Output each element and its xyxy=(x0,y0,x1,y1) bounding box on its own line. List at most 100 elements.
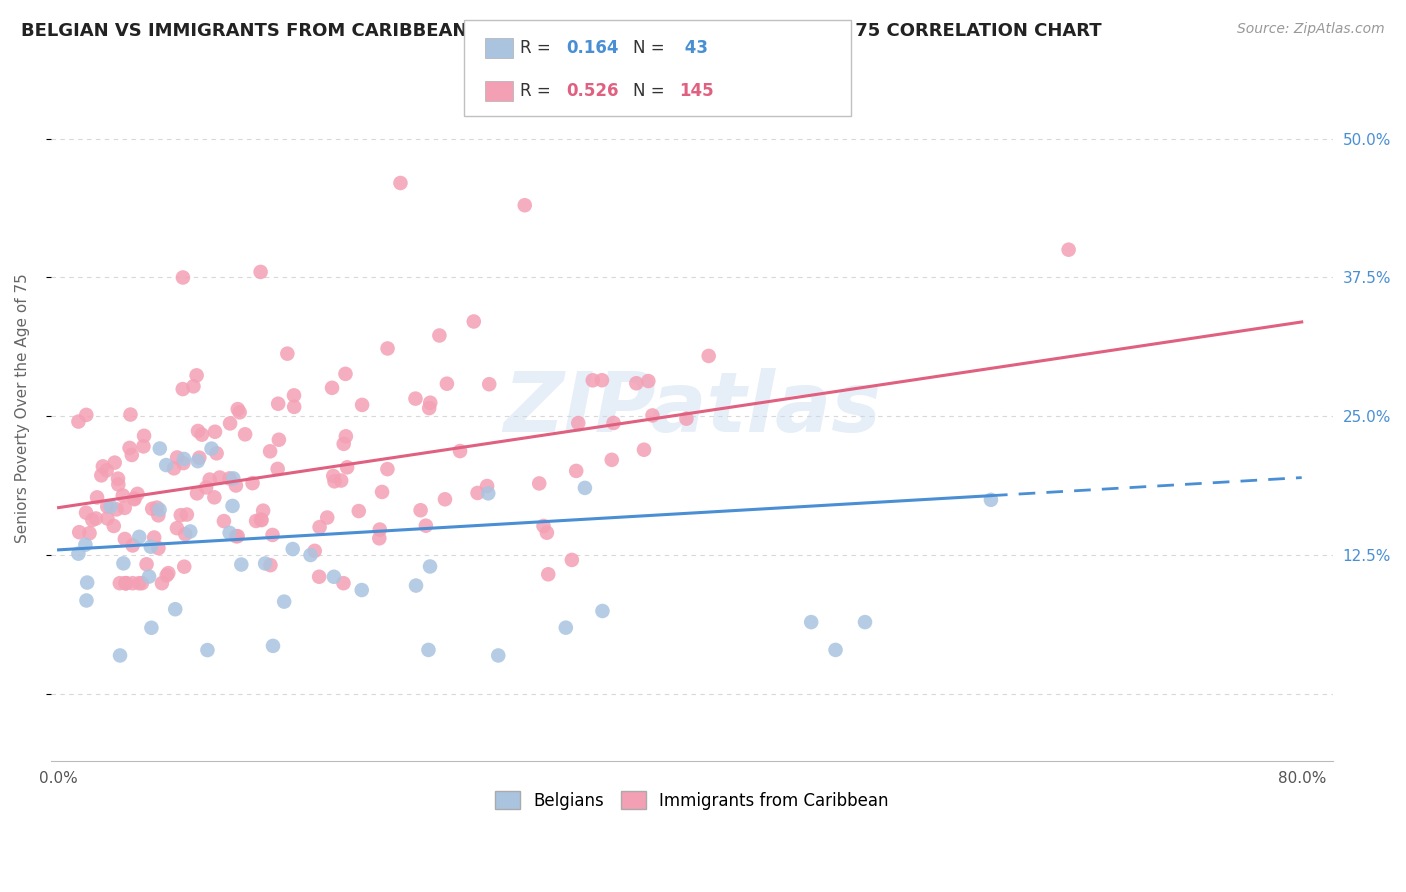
Point xyxy=(226,529,249,543)
Point xyxy=(121,448,143,462)
Point xyxy=(225,478,247,492)
Point xyxy=(322,469,344,483)
Point xyxy=(281,542,304,557)
Point xyxy=(75,593,97,607)
Point xyxy=(252,504,274,518)
Point xyxy=(415,518,437,533)
Text: N =: N = xyxy=(633,39,669,57)
Point xyxy=(157,566,180,581)
Point xyxy=(330,474,353,488)
Point xyxy=(537,567,560,582)
Point xyxy=(429,328,451,343)
Point xyxy=(148,508,170,523)
Point xyxy=(115,576,138,591)
Point xyxy=(131,576,153,591)
Point xyxy=(104,456,127,470)
Point xyxy=(90,468,112,483)
Point xyxy=(405,578,427,592)
Text: Source: ZipAtlas.com: Source: ZipAtlas.com xyxy=(1237,22,1385,37)
Point xyxy=(170,508,193,523)
Point xyxy=(67,525,90,540)
Point xyxy=(591,604,613,618)
Point xyxy=(513,198,536,212)
Point xyxy=(467,486,489,500)
Point xyxy=(114,576,136,591)
Point xyxy=(141,621,163,635)
Point xyxy=(146,500,169,515)
Point xyxy=(529,476,551,491)
Point xyxy=(283,388,305,402)
Point xyxy=(332,576,354,591)
Point xyxy=(222,471,245,485)
Point xyxy=(600,452,623,467)
Point xyxy=(166,450,188,465)
Point xyxy=(187,424,209,438)
Point xyxy=(231,558,253,572)
Point xyxy=(96,511,118,525)
Point xyxy=(254,557,277,571)
Point xyxy=(308,570,330,584)
Text: ZIPatlas: ZIPatlas xyxy=(503,368,880,449)
Point xyxy=(118,441,141,455)
Point xyxy=(172,456,194,470)
Point xyxy=(75,408,97,422)
Point xyxy=(127,487,149,501)
Point xyxy=(418,401,440,416)
Point xyxy=(389,176,412,190)
Point xyxy=(1057,243,1080,257)
Text: 145: 145 xyxy=(679,82,714,100)
Point xyxy=(321,381,343,395)
Point xyxy=(183,379,205,393)
Point xyxy=(336,460,359,475)
Point xyxy=(574,481,596,495)
Point xyxy=(602,416,624,430)
Point xyxy=(120,408,142,422)
Point xyxy=(75,538,97,552)
Point xyxy=(186,486,208,500)
Point xyxy=(242,476,264,491)
Point xyxy=(225,529,247,543)
Point xyxy=(262,639,284,653)
Point xyxy=(176,508,198,522)
Point xyxy=(304,544,326,558)
Point xyxy=(82,513,104,527)
Point xyxy=(128,576,150,591)
Point xyxy=(121,576,143,591)
Point xyxy=(132,429,155,443)
Point xyxy=(204,425,226,439)
Point xyxy=(187,454,209,468)
Point xyxy=(250,513,273,527)
Point xyxy=(149,502,172,516)
Point xyxy=(419,559,441,574)
Point xyxy=(419,395,441,409)
Point xyxy=(332,437,354,451)
Point xyxy=(143,531,166,545)
Point xyxy=(377,342,399,356)
Point xyxy=(122,491,145,506)
Point xyxy=(368,531,391,545)
Point xyxy=(138,569,160,583)
Point xyxy=(149,442,172,456)
Point xyxy=(371,485,394,500)
Point xyxy=(114,500,136,515)
Point xyxy=(350,582,373,597)
Point xyxy=(536,525,558,540)
Point xyxy=(449,444,471,458)
Point xyxy=(107,477,129,491)
Point xyxy=(228,405,250,419)
Point xyxy=(533,519,555,533)
Point xyxy=(179,524,201,539)
Point xyxy=(637,374,659,388)
Point xyxy=(186,368,208,383)
Point xyxy=(173,559,195,574)
Point xyxy=(208,470,231,484)
Point xyxy=(980,492,1002,507)
Point xyxy=(283,400,305,414)
Text: 0.526: 0.526 xyxy=(567,82,619,100)
Point xyxy=(114,576,136,591)
Point xyxy=(197,643,219,657)
Point xyxy=(132,439,155,453)
Point xyxy=(91,459,114,474)
Point xyxy=(565,464,588,478)
Point xyxy=(267,433,290,447)
